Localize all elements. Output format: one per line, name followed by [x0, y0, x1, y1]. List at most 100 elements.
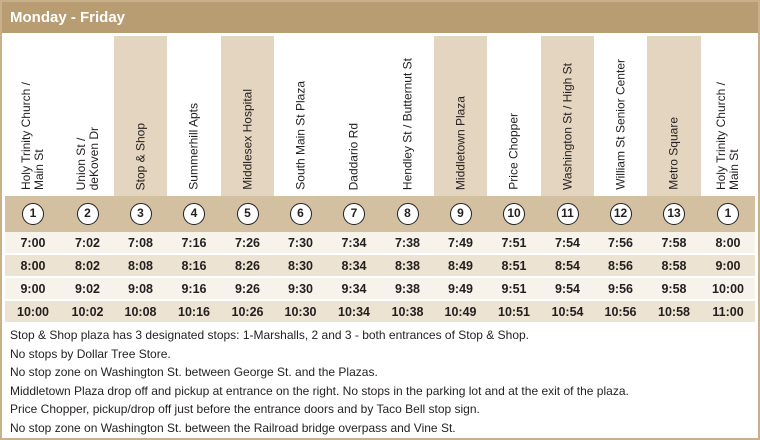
time-row: 8:00 8:02 8:08 8:16 8:26 8:30 8:34 8:38 8:49 8:51…: [5, 255, 755, 278]
stop-number-badge: 7: [343, 203, 365, 225]
time-cell: 9:49: [434, 278, 487, 301]
stop-header-cell: Hendley St / Butternut St: [381, 36, 434, 196]
time-cell: 10:54: [541, 301, 594, 324]
stop-header-row: Holy Trinity Church / Main St Union St / …: [5, 36, 755, 196]
stop-number-cell: 1: [701, 196, 755, 232]
note-line: Stop & Shop plaza has 3 designated stops…: [10, 328, 529, 342]
stop-name: William St Senior Center: [613, 59, 627, 190]
stop-number-cell: 3: [114, 196, 167, 232]
stop-number-badge: 10: [503, 203, 525, 225]
time-cell: 10:26: [221, 301, 274, 324]
time-cell: 10:38: [381, 301, 434, 324]
time-cell: 11:00: [701, 301, 755, 324]
time-cell: 10:16: [167, 301, 221, 324]
stop-number-cell: 4: [167, 196, 221, 232]
stop-number-badge: 1: [717, 203, 739, 225]
time-cell: 10:51: [487, 301, 541, 324]
time-cell: 8:56: [594, 255, 647, 278]
time-cell: 9:26: [221, 278, 274, 301]
time-cell: 9:02: [61, 278, 114, 301]
stop-name: Middletown Plaza: [453, 95, 467, 190]
stop-header-cell: Holy Trinity Church / Main St: [701, 36, 755, 196]
stop-name: Hendley St / Butternut St: [400, 57, 414, 190]
stop-name: Price Chopper: [506, 113, 521, 190]
schedule-table: Holy Trinity Church / Main St Union St / …: [5, 36, 755, 324]
stop-number-cell: 7: [327, 196, 381, 232]
stop-header-cell: Summerhill Apts: [167, 36, 221, 196]
stop-name: Washington St / High St: [560, 63, 574, 190]
time-cell: 8:00: [5, 255, 61, 278]
time-cell: 8:08: [114, 255, 167, 278]
time-cell: 9:58: [647, 278, 701, 301]
time-cell: 8:34: [327, 255, 381, 278]
time-row: 9:00 9:02 9:08 9:16 9:26 9:30 9:34 9:38 9:49 9:51…: [5, 278, 755, 301]
time-cell: 7:49: [434, 232, 487, 255]
stop-number-cell: 10: [487, 196, 541, 232]
time-cell: 9:30: [274, 278, 327, 301]
stop-number-cell: 11: [541, 196, 594, 232]
stop-header-cell: Middlesex Hospital: [221, 36, 274, 196]
time-cell: 8:00: [701, 232, 755, 255]
stop-header-cell: Holy Trinity Church / Main St: [5, 36, 61, 196]
stop-number-badge: 2: [76, 203, 99, 225]
time-cell: 8:54: [541, 255, 594, 278]
time-cell: 8:26: [221, 255, 274, 278]
time-cell: 10:08: [114, 301, 167, 324]
stop-name: Metro Square: [666, 117, 681, 190]
time-cell: 9:56: [594, 278, 647, 301]
time-cell: 7:30: [274, 232, 327, 255]
time-cell: 7:16: [167, 232, 221, 255]
time-cell: 9:54: [541, 278, 594, 301]
stop-header-cell: Metro Square: [647, 36, 701, 196]
time-cell: 10:49: [434, 301, 487, 324]
stop-name: South Main St Plaza: [293, 81, 307, 190]
time-cell: 8:58: [647, 255, 701, 278]
stop-number-cell: 13: [647, 196, 701, 232]
time-cell: 7:58: [647, 232, 701, 255]
time-cell: 8:51: [487, 255, 541, 278]
stop-number-badge: 11: [556, 203, 579, 225]
time-cell: 10:34: [327, 301, 381, 324]
stop-name: Middlesex Hospital: [240, 89, 254, 190]
time-cell: 10:58: [647, 301, 701, 324]
stop-name: Holy Trinity Church / Main St: [19, 81, 46, 190]
stop-number-cell: 8: [381, 196, 434, 232]
note-line: No stop zone on Washington St. between t…: [10, 420, 456, 435]
stop-number-cell: 5: [221, 196, 274, 232]
note-line: Price Chopper, pickup/drop off just befo…: [10, 402, 480, 417]
stop-name: Holy Trinity Church / Main St: [714, 81, 741, 190]
service-notes: Stop & Shop plaza has 3 designated stops…: [10, 326, 750, 438]
stop-number-badge: 1: [22, 203, 44, 225]
stop-number-badge: 6: [289, 203, 312, 225]
stop-name: Stop & Shop: [133, 122, 147, 190]
stop-number-cell: 12: [594, 196, 647, 232]
time-table-body: 7:00 7:02 7:08 7:16 7:26 7:30 7:34 7:38 7:49 7:51…: [5, 232, 755, 324]
time-cell: 7:54: [541, 232, 594, 255]
stop-number-badge: 13: [663, 203, 685, 225]
stop-header-cell: Daddario Rd: [327, 36, 381, 196]
note-line: Middletown Plaza drop off and pickup at …: [10, 383, 629, 398]
stop-name: Daddario Rd: [346, 122, 361, 190]
time-cell: 10:00: [701, 278, 755, 301]
stop-header-cell: Stop & Shop: [114, 36, 167, 196]
time-cell: 8:49: [434, 255, 487, 278]
stop-number-cell: 9: [434, 196, 487, 232]
stop-number-badge: 5: [236, 203, 259, 225]
stop-number-badge: 9: [449, 203, 472, 225]
time-cell: 7:00: [5, 232, 61, 255]
time-cell: 10:30: [274, 301, 327, 324]
stop-header-cell: Union St / deKoven Dr: [61, 36, 114, 196]
time-cell: 8:02: [61, 255, 114, 278]
stop-header-cell: William St Senior Center: [594, 36, 647, 196]
time-cell: 9:00: [5, 278, 61, 301]
time-cell: 7:51: [487, 232, 541, 255]
stop-number-badge: 3: [129, 203, 152, 225]
stop-name: Summerhill Apts: [186, 103, 201, 190]
time-cell: 10:02: [61, 301, 114, 324]
stop-number-badge: 12: [609, 203, 632, 225]
time-cell: 7:02: [61, 232, 114, 255]
schedule-title: Monday - Friday: [2, 2, 758, 33]
stop-number-badge: 8: [396, 203, 419, 225]
time-cell: 9:16: [167, 278, 221, 301]
